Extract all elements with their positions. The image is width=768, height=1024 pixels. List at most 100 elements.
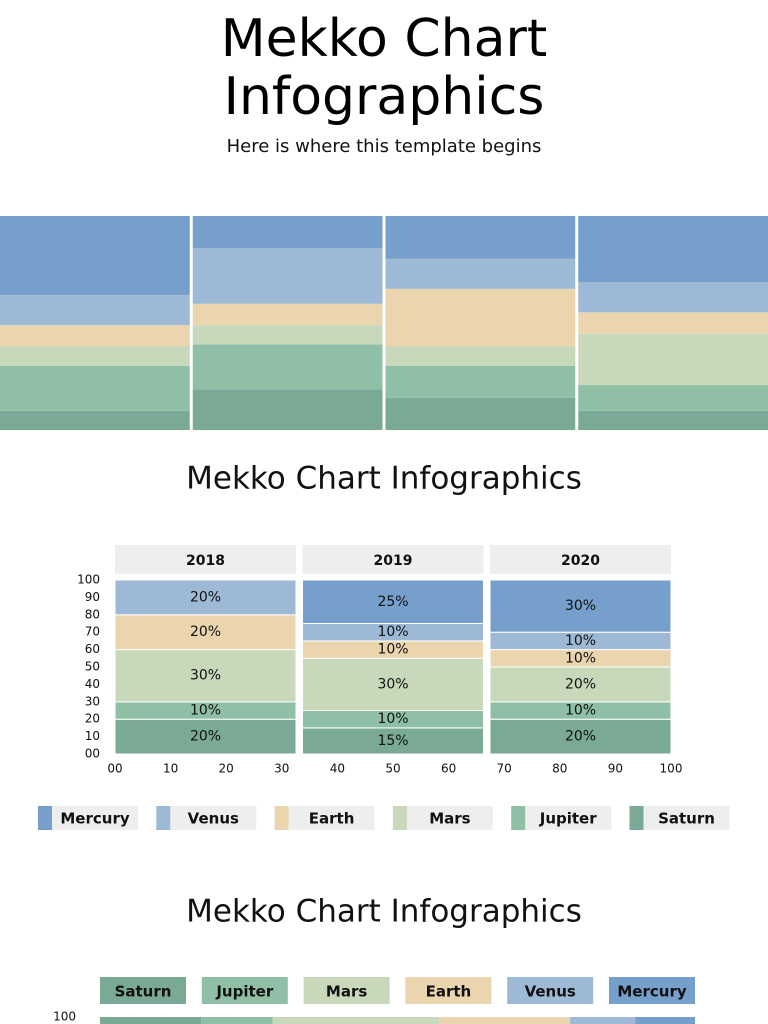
x-tick-label: 70 [497, 762, 512, 776]
segment [385, 258, 576, 289]
segment [578, 216, 768, 283]
segment [192, 216, 383, 249]
y-tick-label: 50 [85, 660, 100, 674]
y-tick-label: 60 [85, 642, 100, 656]
segment [302, 579, 484, 624]
segment [0, 216, 190, 296]
segment [578, 333, 768, 386]
value-label: 20% [190, 589, 221, 605]
page-title: Mekko Chart Infographics [220, 9, 548, 127]
segment [489, 579, 672, 633]
x-tick-label: 00 [107, 762, 122, 776]
segment [385, 216, 576, 259]
legend-swatch [629, 806, 644, 830]
legend-box [100, 977, 186, 1004]
y-tick-label: 00 [85, 747, 100, 761]
legend-label: Mars [326, 983, 367, 1001]
y-tick-label: 30 [85, 694, 100, 708]
value-label: 10% [565, 650, 596, 666]
column-header [115, 545, 296, 574]
value-label: 20% [565, 676, 596, 692]
segment [578, 282, 768, 313]
x-tick-label: 90 [608, 762, 623, 776]
legend-label: Earth [426, 983, 472, 1001]
legend-box [170, 806, 257, 830]
segment [192, 248, 383, 304]
legend-box [507, 977, 594, 1004]
legend-swatch [156, 806, 171, 830]
chart-title: Mekko Chart Infographics [186, 461, 582, 497]
value-label: 10% [565, 633, 596, 649]
legend-label: Saturn [115, 983, 172, 1001]
value-label: 15% [377, 733, 408, 749]
segment [0, 325, 190, 347]
legend-box [405, 977, 492, 1004]
value-label: 10% [565, 703, 596, 719]
y-tick-label: 40 [85, 677, 100, 691]
legend-label: Mars [429, 810, 470, 828]
legend-label: Jupiter [215, 983, 273, 1001]
legend-swatch [38, 806, 52, 830]
x-tick-label: 30 [274, 762, 289, 776]
legend-box [201, 977, 288, 1004]
legend-box [525, 806, 612, 830]
legend-box [303, 977, 390, 1004]
segment [0, 410, 190, 430]
segment [489, 718, 672, 755]
segment [635, 1017, 695, 1024]
segment [385, 288, 576, 347]
legend-box [643, 806, 730, 830]
legend-box [52, 806, 138, 830]
segment [439, 1017, 571, 1024]
segment [192, 303, 383, 326]
x-tick-label: 80 [552, 762, 567, 776]
x-tick-label: 20 [219, 762, 234, 776]
column-label: 2019 [374, 553, 413, 569]
value-label: 30% [565, 598, 596, 614]
segment [114, 718, 297, 755]
column-header [490, 545, 671, 574]
y-tick-label: 90 [85, 590, 100, 604]
column-label: 2020 [561, 553, 600, 569]
segment [192, 389, 383, 430]
segment [570, 1017, 636, 1024]
value-label: 10% [190, 703, 221, 719]
legend-box [406, 806, 493, 830]
value-label: 20% [190, 729, 221, 745]
y-tick-label: 10 [85, 729, 100, 743]
segment [578, 385, 768, 411]
segment [114, 579, 297, 616]
page-subtitle: Here is where this template begins [226, 136, 542, 157]
legend-swatch [511, 806, 526, 830]
y-tick-label: 100 [77, 573, 100, 587]
segment [578, 312, 768, 334]
legend-label: Mercury [617, 983, 686, 1001]
legend-box [288, 806, 375, 830]
segment [302, 657, 484, 711]
value-label: 10% [377, 642, 408, 658]
segment [578, 410, 768, 430]
legend-label: Venus [525, 983, 576, 1001]
legend-swatch [274, 806, 289, 830]
value-label: 30% [377, 676, 408, 692]
legend-label: Saturn [658, 810, 715, 828]
column-header [302, 545, 484, 574]
segment [385, 346, 576, 366]
legend-label: Jupiter [539, 810, 597, 828]
legend-label: Venus [188, 810, 239, 828]
x-tick-label: 60 [441, 762, 456, 776]
y-tick-label: 100 [53, 1010, 76, 1024]
value-label: 30% [190, 668, 221, 684]
column-label: 2018 [186, 553, 225, 569]
chart-title: Mekko Chart Infographics [186, 894, 582, 930]
x-tick-label: 100 [660, 762, 683, 776]
legend-label: Earth [309, 810, 355, 828]
legend-swatch [392, 806, 407, 830]
segment [192, 344, 383, 390]
x-tick-label: 50 [385, 762, 400, 776]
segment [0, 295, 190, 326]
y-tick-label: 80 [85, 607, 100, 621]
segment [0, 365, 190, 411]
segment [385, 365, 576, 398]
